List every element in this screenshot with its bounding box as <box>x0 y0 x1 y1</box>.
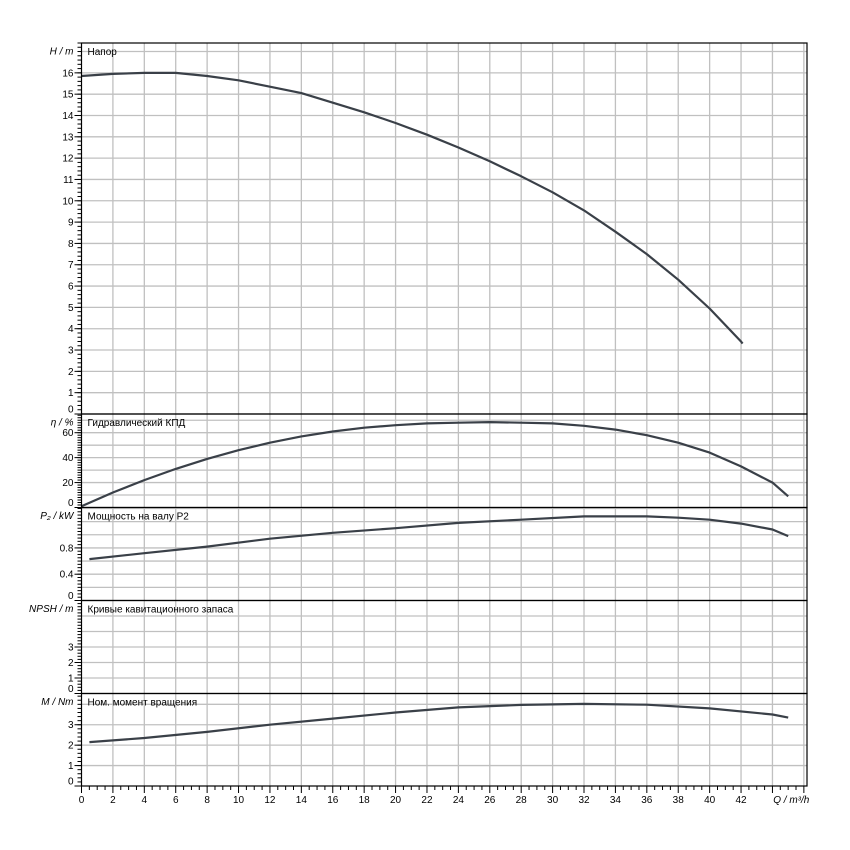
x-tick-label: 4 <box>142 795 148 806</box>
y-tick-label: 8 <box>68 239 74 250</box>
y-tick-label: 11 <box>63 175 74 186</box>
panel-frame <box>80 692 808 787</box>
x-tick-label: 26 <box>484 795 496 806</box>
x-tick-label: 38 <box>673 795 685 806</box>
x-tick-label: 2 <box>110 795 116 806</box>
y-tick-label: 1 <box>68 674 74 685</box>
curve-line <box>89 515 789 561</box>
y-tick-label: 0 <box>68 591 74 602</box>
y-tick-label: 4 <box>68 324 74 335</box>
x-tick-label: 0 <box>79 795 85 806</box>
x-tick-label: 12 <box>264 795 276 806</box>
y-tick-label: 0 <box>68 777 74 788</box>
y-tick-label: 16 <box>62 68 74 79</box>
y-tick-label: 3 <box>68 720 74 731</box>
y-axis-label: H / m <box>50 47 74 58</box>
x-tick-label: 30 <box>547 795 559 806</box>
y-tick-label: 3 <box>68 643 74 654</box>
y-tick-label: 0.4 <box>60 570 74 581</box>
panel-frame <box>80 42 808 415</box>
curve-line <box>81 71 744 345</box>
y-tick-label: 13 <box>62 132 74 143</box>
y-axis-label: M / Nm <box>41 697 73 708</box>
x-tick-label: 16 <box>327 795 339 806</box>
panel-title: Мощность на валу P2 <box>88 512 190 523</box>
y-tick-label: 0 <box>68 405 74 416</box>
x-tick-label: 28 <box>516 795 528 806</box>
x-tick-label: 32 <box>578 795 590 806</box>
x-tick-label: 22 <box>421 795 433 806</box>
y-tick-label: 0 <box>68 684 74 695</box>
x-tick-label: 34 <box>610 795 622 806</box>
y-tick-label: 2 <box>68 367 74 378</box>
x-tick-label: 6 <box>173 795 179 806</box>
y-tick-label: 10 <box>62 196 74 207</box>
y-tick-label: 7 <box>68 260 74 271</box>
curve-line <box>89 702 789 744</box>
panel-title: Кривые кавитационного запаса <box>88 605 234 616</box>
y-tick-label: 9 <box>68 218 74 229</box>
y-tick-label: 20 <box>62 478 74 489</box>
panel-frame <box>80 413 808 509</box>
y-tick-label: 2 <box>68 741 74 752</box>
y-tick-label: 6 <box>68 282 74 293</box>
y-tick-label: 40 <box>62 453 74 464</box>
curve-line <box>81 421 789 508</box>
x-tick-label: 18 <box>359 795 371 806</box>
y-axis-label: NPSH / m <box>29 604 73 615</box>
y-tick-label: 2 <box>68 658 74 669</box>
y-axis-label: P₂ / kW <box>40 511 75 522</box>
x-axis-label: Q / m³/h <box>773 795 810 806</box>
panel-title: Напор <box>88 47 118 58</box>
panel-title: Ном. момент вращения <box>88 698 198 709</box>
y-tick-label: 0 <box>68 498 74 509</box>
x-tick-label: 40 <box>704 795 716 806</box>
y-tick-label: 1 <box>68 388 74 399</box>
y-axis-label: η / % <box>51 418 74 429</box>
y-tick-label: 3 <box>68 346 74 357</box>
y-tick-label: 14 <box>62 111 74 122</box>
y-tick-label: 1 <box>68 761 74 772</box>
panel-title: Гидравлический КПД <box>88 418 186 429</box>
x-tick-label: 14 <box>296 795 308 806</box>
y-tick-label: 5 <box>68 303 74 314</box>
y-tick-label: 12 <box>62 154 74 165</box>
x-tick-label: 20 <box>390 795 402 806</box>
y-tick-label: 0.8 <box>60 543 74 554</box>
y-tick-label: 60 <box>62 428 74 439</box>
y-tick-label: 15 <box>62 90 74 101</box>
x-tick-label: 10 <box>233 795 245 806</box>
x-tick-label: 42 <box>735 795 747 806</box>
x-tick-label: 24 <box>453 795 465 806</box>
x-tick-label: 36 <box>641 795 653 806</box>
x-tick-label: 8 <box>204 795 210 806</box>
